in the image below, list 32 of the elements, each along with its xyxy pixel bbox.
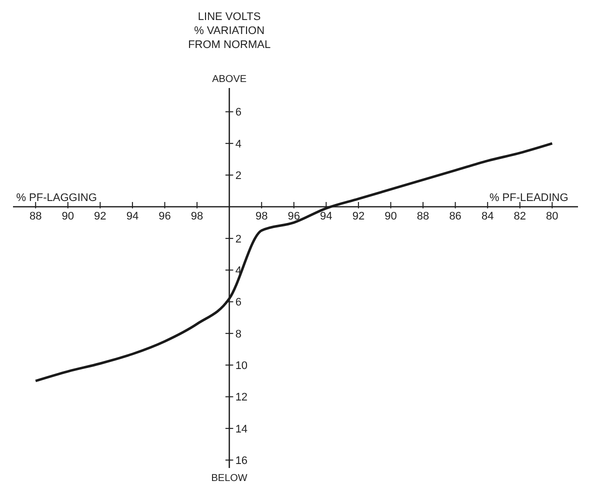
x-tick-label: 92 — [94, 210, 106, 223]
x-tick-label: 86 — [449, 210, 462, 223]
annotation: % PF-LAGGING — [16, 192, 97, 204]
text: ABOVE — [212, 74, 247, 85]
x-tick-label: 84 — [481, 210, 494, 223]
y-tick-label: 10 — [235, 360, 248, 372]
y-tick-label: 14 — [235, 423, 248, 436]
y-tick-label: 6 — [235, 106, 242, 119]
y-tick-label: 8 — [235, 328, 242, 340]
x-tick-label: 98 — [255, 210, 268, 223]
y-tick-label: 12 — [235, 392, 248, 404]
x-tick-label: 90 — [62, 210, 74, 223]
y-tick-label: 6 — [235, 296, 242, 309]
y-tick-label: 2 — [235, 233, 242, 246]
x-tick-label: 94 — [126, 210, 139, 223]
y-tick-label: 2 — [235, 170, 242, 182]
x-tick-label: 88 — [29, 210, 42, 223]
x-tick-label: 96 — [158, 210, 171, 223]
x-tick-label: 94 — [320, 210, 332, 223]
y-tick-label: 16 — [235, 454, 248, 467]
y-tick-label: 4 — [235, 138, 242, 150]
x-tick-label: 96 — [288, 210, 300, 223]
x-tick-label: 92 — [352, 210, 365, 223]
x-tick-label: 90 — [384, 210, 397, 223]
text: BELOW — [211, 473, 248, 484]
x-tick-label: 80 — [546, 210, 558, 223]
y-axis-title: LINE VOLTS % VARIATION FROM NORMAL — [187, 10, 272, 52]
x-tick-label: 88 — [416, 210, 430, 223]
x-tick-label: 98 — [190, 210, 204, 223]
y-tick-label: 4 — [235, 264, 242, 277]
x-tick-label: 82 — [514, 210, 526, 223]
annotation: % PF-LEADING — [489, 192, 568, 204]
